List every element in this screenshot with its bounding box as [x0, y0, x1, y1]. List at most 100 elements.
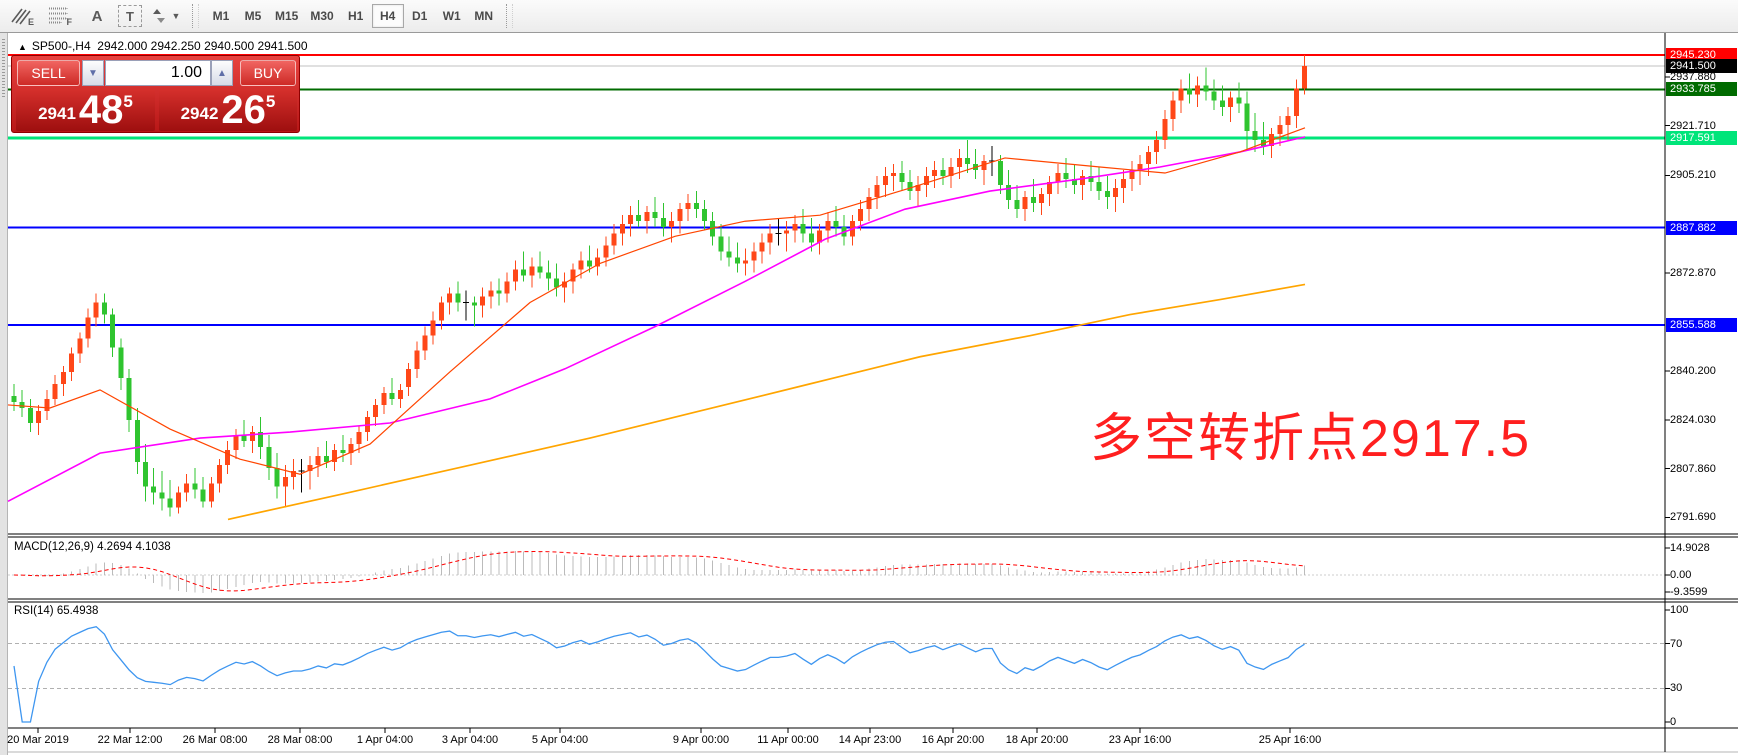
sell-button[interactable]: SELL [17, 60, 80, 86]
candle-body [159, 492, 165, 499]
price-level-badge: 2933.785 [1666, 82, 1737, 97]
candle-body [1244, 103, 1250, 131]
candle-body [373, 404, 379, 417]
candle-body [882, 176, 888, 186]
candle-body [200, 489, 206, 502]
rsi-line [13, 625, 1305, 723]
price-axis-label: 2921.710 [1670, 119, 1716, 132]
collapse-arrow-icon[interactable]: ▲ [18, 42, 27, 52]
buy-price-display[interactable]: 2942 26 5 [159, 89, 297, 131]
candle-body [685, 203, 691, 210]
candle-body [537, 266, 543, 273]
text-label-icon[interactable]: T [118, 5, 142, 27]
sell-price-display[interactable]: 2941 48 5 [16, 89, 155, 131]
candle-body [44, 398, 50, 411]
candle-body [677, 209, 683, 222]
tab-timeframe-d1[interactable]: D1 [412, 9, 428, 23]
candle-body [438, 302, 444, 321]
candle-body [1096, 182, 1102, 192]
macd-signal-line [13, 551, 1305, 592]
candle-body [1277, 124, 1283, 134]
candle-body [85, 317, 91, 339]
tab-timeframe-w1[interactable]: W1 [442, 9, 461, 23]
candle-body [628, 215, 633, 225]
candle-body [1088, 176, 1094, 183]
candle-body [1162, 118, 1168, 140]
toolbar: E F A T ▼ M1 M5 M15 M30 H1 H4 D1 W1 MN [0, 0, 1738, 33]
candle-body [1203, 85, 1209, 92]
candle-body [118, 347, 124, 378]
candle-body [743, 260, 749, 264]
date-axis-label: 23 Apr 16:00 [1108, 734, 1172, 746]
candle-body [965, 157, 971, 164]
candle-body [480, 296, 486, 306]
candle-body [1236, 97, 1242, 104]
buy-button[interactable]: BUY [240, 60, 296, 86]
rsi-label: RSI(14) 65.4938 [14, 605, 99, 617]
candle-body [184, 483, 190, 493]
date-axis-label: 26 Mar 08:00 [182, 734, 248, 746]
ohlc-values: 2942.000 2942.250 2940.500 2941.500 [97, 39, 308, 53]
candle-body [151, 486, 157, 493]
macd-axis-label: 14.9028 [1670, 542, 1710, 554]
price-axis-label: 2791.690 [1670, 511, 1716, 524]
draw-lines-icon[interactable]: E [4, 3, 38, 29]
price-level-badge: 2887.882 [1666, 220, 1737, 235]
candle-body [233, 435, 239, 451]
tab-timeframe-m1[interactable]: M1 [212, 9, 230, 23]
candle-body [1145, 151, 1151, 164]
candle-body [940, 170, 946, 177]
candle-body [134, 420, 140, 463]
ma-fast-line [7, 127, 1306, 475]
tab-timeframe-m15[interactable]: M15 [275, 9, 299, 23]
date-axis-label: 16 Apr 20:00 [921, 734, 985, 746]
date-axis-label: 22 Mar 12:00 [97, 734, 163, 746]
arrows-objects-icon[interactable]: ▼ [146, 3, 186, 29]
candle-body [1170, 100, 1176, 119]
candle-body [381, 392, 387, 405]
text-tool-icon[interactable]: A [91, 7, 103, 25]
tab-timeframe-m30[interactable]: M30 [310, 9, 334, 23]
candle-body [225, 450, 231, 466]
date-axis-label: 20 Mar 2019 [7, 734, 69, 746]
volume-decrease-button[interactable]: ▼ [82, 60, 104, 86]
candle-body [529, 266, 535, 276]
candle-body [570, 269, 576, 282]
fibonacci-grid-icon[interactable]: F [42, 3, 76, 29]
candle-body [1219, 100, 1225, 107]
candle-body [981, 160, 987, 171]
candle-body [1129, 170, 1135, 180]
candle-body [817, 230, 823, 243]
candle-body [562, 281, 568, 288]
icon-sub-f: F [66, 17, 73, 27]
rsi-axis-label: 30 [1670, 682, 1683, 695]
date-axis-label: 3 Apr 04:00 [441, 734, 499, 746]
candle-body [833, 221, 839, 228]
candle-body [1154, 139, 1160, 152]
sell-price-sup: 5 [123, 92, 133, 111]
candle-body [208, 483, 214, 502]
candle-body [956, 157, 962, 167]
candle-body [595, 257, 601, 267]
price-axis-label: 2840.200 [1670, 365, 1716, 378]
volume-input[interactable] [105, 60, 211, 86]
symbol-timeframe: SP500-,H4 [31, 39, 91, 53]
tab-timeframe-h1[interactable]: H1 [348, 9, 364, 23]
tab-timeframe-h4[interactable]: H4 [371, 4, 404, 28]
candle-body [307, 465, 313, 472]
candle-body [932, 170, 938, 177]
candle-body [414, 350, 420, 369]
candle-body [1047, 182, 1053, 195]
candle-body [1071, 179, 1077, 186]
volume-increase-button[interactable]: ▲ [211, 60, 233, 86]
tab-timeframe-mn[interactable]: MN [474, 9, 494, 23]
candle-body [430, 320, 436, 336]
candle-body [759, 242, 765, 252]
candle-body [521, 269, 527, 276]
candle-body [907, 182, 913, 192]
tab-timeframe-m5[interactable]: M5 [244, 9, 262, 23]
rsi-axis-label: 0 [1670, 716, 1677, 728]
candle-body [290, 471, 296, 478]
rsi-axis-label: 70 [1670, 637, 1683, 650]
